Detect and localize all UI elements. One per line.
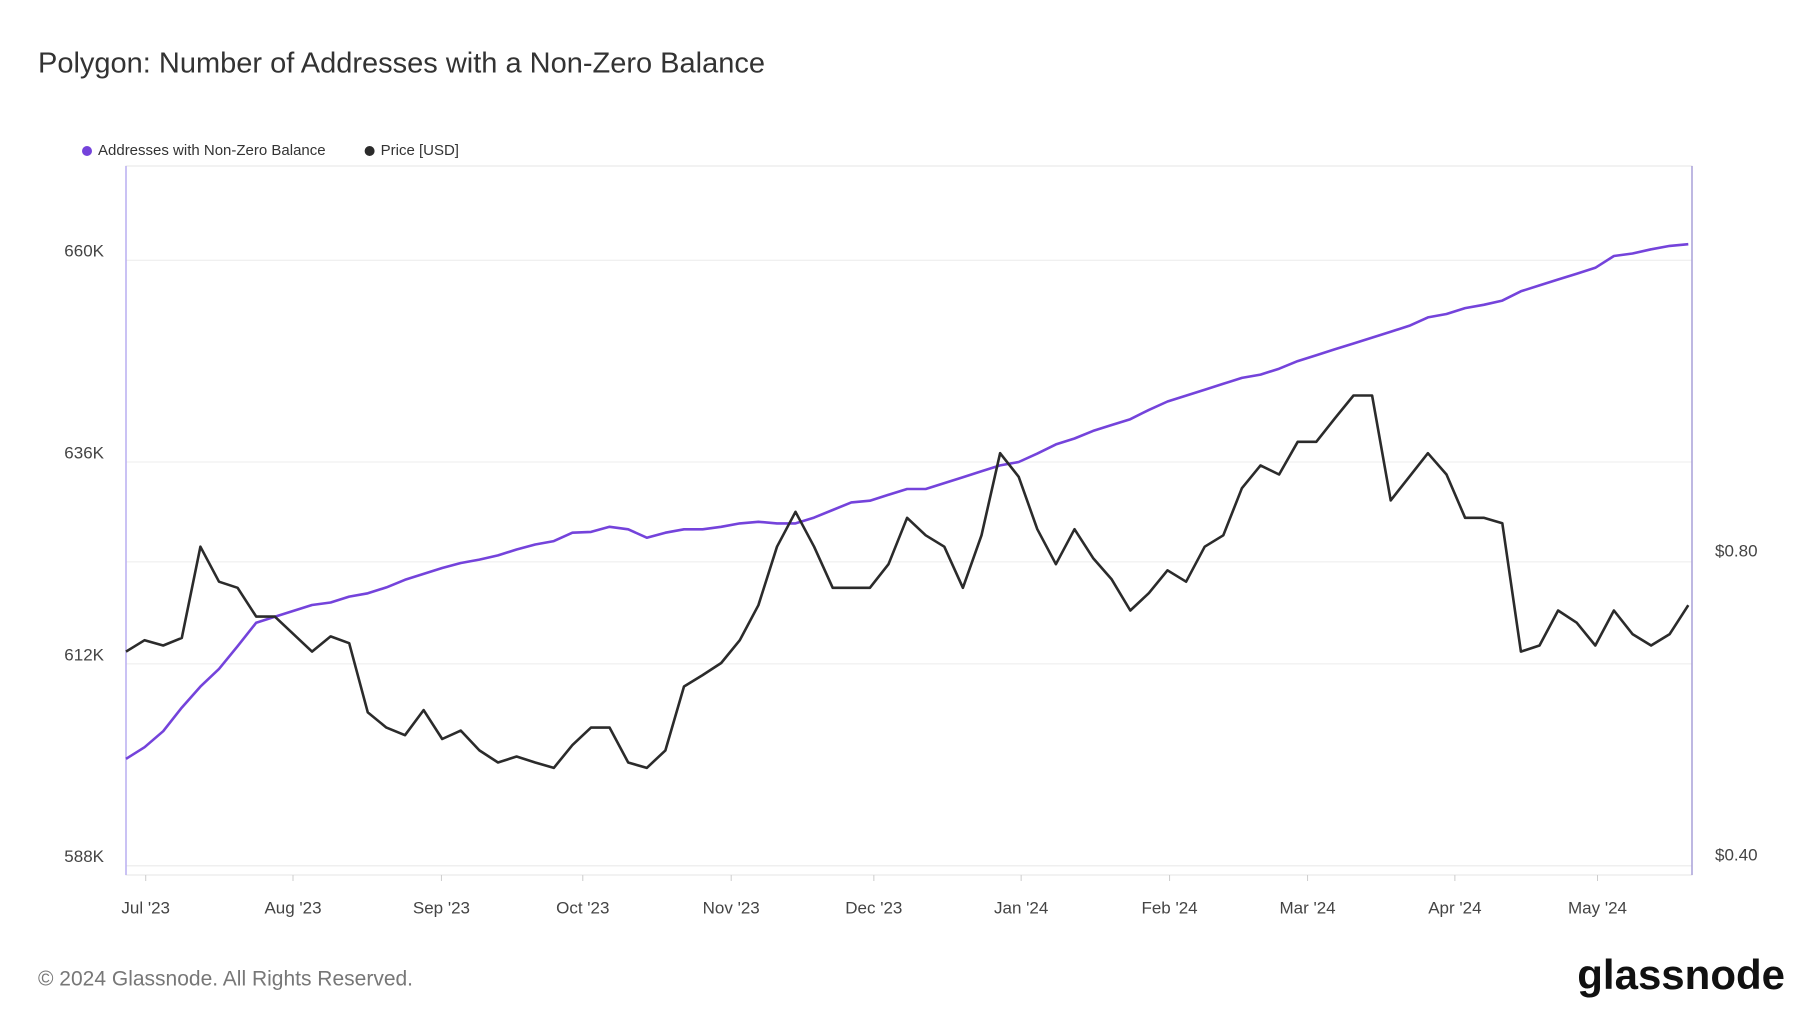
series-line bbox=[125, 242, 1689, 761]
legend-label: Addresses with Non-Zero Balance bbox=[98, 142, 326, 159]
y-tick-label: 612K bbox=[64, 645, 104, 664]
chart-title: Polygon: Number of Addresses with a Non-… bbox=[38, 48, 765, 80]
y-tick-label: 588K bbox=[64, 847, 104, 866]
x-tick-label: Aug '23 bbox=[264, 898, 321, 917]
x-tick-label: Jan '24 bbox=[994, 898, 1048, 917]
legend-label: Price [USD] bbox=[381, 142, 459, 159]
brand-logo: glassnode bbox=[1577, 951, 1785, 998]
y2-tick-label: $0.40 bbox=[1715, 845, 1758, 864]
x-tick-label: Oct '23 bbox=[556, 898, 609, 917]
x-tick-label: Nov '23 bbox=[703, 898, 760, 917]
x-tick-label: Apr '24 bbox=[1428, 898, 1481, 917]
legend-marker bbox=[82, 146, 92, 156]
y2-tick-label: $0.80 bbox=[1715, 541, 1758, 560]
y-tick-label: 636K bbox=[64, 444, 104, 463]
footer: © 2024 Glassnode. All Rights Reserved. bbox=[38, 968, 413, 991]
x-tick-label: Feb '24 bbox=[1141, 898, 1197, 917]
x-tick-label: Dec '23 bbox=[845, 898, 902, 917]
x-tick-label: Sep '23 bbox=[413, 898, 470, 917]
x-tick-label: Jul '23 bbox=[121, 898, 170, 917]
x-tick-label: May '24 bbox=[1568, 898, 1627, 917]
x-tick-label: Mar '24 bbox=[1279, 898, 1335, 917]
legend-marker bbox=[364, 146, 375, 156]
series-line bbox=[125, 394, 1690, 770]
y-tick-label: 660K bbox=[64, 242, 104, 261]
